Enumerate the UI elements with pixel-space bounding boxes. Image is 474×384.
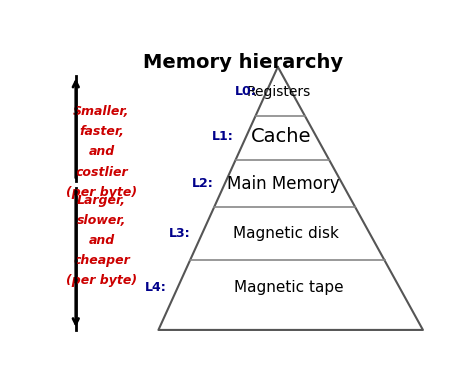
Text: and: and: [88, 234, 115, 247]
Text: L3:: L3:: [169, 227, 191, 240]
Text: Main Memory: Main Memory: [227, 175, 340, 192]
Text: Magnetic tape: Magnetic tape: [234, 280, 343, 295]
Text: Registers: Registers: [247, 85, 311, 99]
Text: L0:: L0:: [235, 85, 257, 98]
Text: cheaper: cheaper: [73, 254, 130, 267]
Text: faster,: faster,: [79, 125, 124, 138]
Text: Larger,: Larger,: [77, 194, 126, 207]
Text: L2:: L2:: [192, 177, 213, 190]
Text: L4:: L4:: [145, 281, 166, 293]
Text: Cache: Cache: [251, 127, 311, 146]
Text: and: and: [88, 146, 115, 159]
Text: (per byte): (per byte): [66, 185, 137, 199]
Text: slower,: slower,: [77, 214, 126, 227]
Text: Memory hierarchy: Memory hierarchy: [143, 53, 343, 73]
Text: Smaller,: Smaller,: [73, 105, 130, 118]
Text: Magnetic disk: Magnetic disk: [233, 226, 339, 241]
Text: (per byte): (per byte): [66, 274, 137, 287]
Text: L1:: L1:: [211, 130, 233, 143]
Text: costlier: costlier: [75, 166, 128, 179]
